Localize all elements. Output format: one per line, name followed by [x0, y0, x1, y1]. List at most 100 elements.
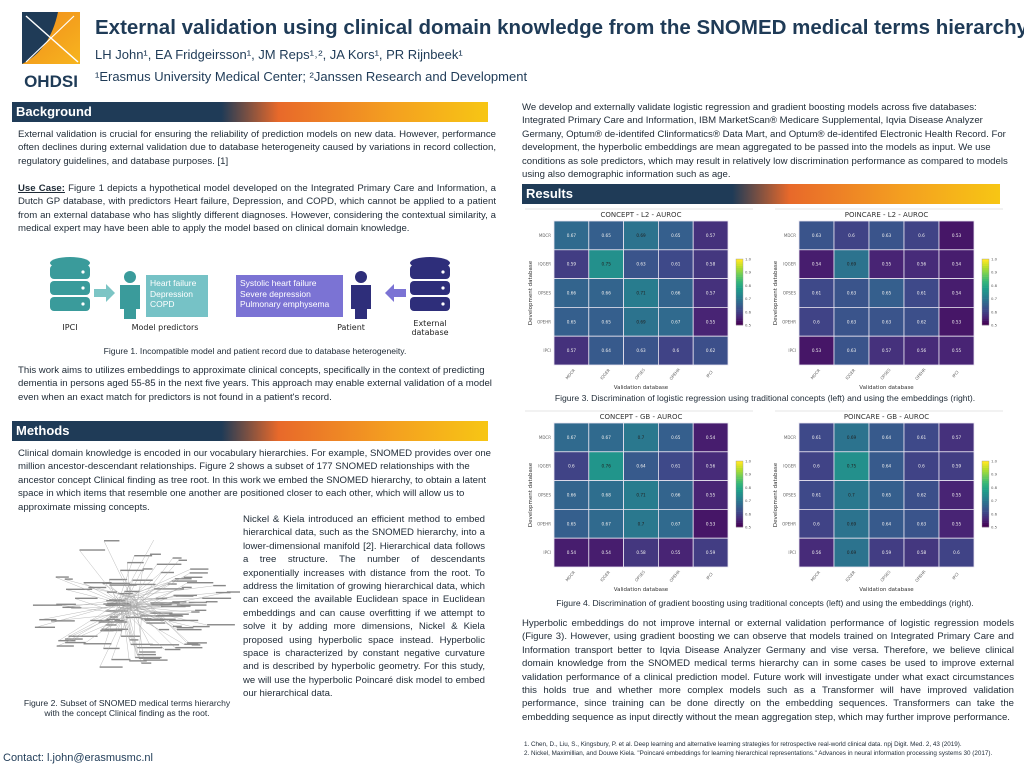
colorbar-segment [736, 463, 743, 466]
colorbar-segment [982, 483, 989, 486]
concept-node-label [160, 571, 174, 574]
heatmap-cell [938, 307, 975, 337]
cell-value: 0.63 [636, 262, 646, 267]
cell-value: 0.68 [602, 493, 612, 498]
heatmap-cell [623, 509, 659, 539]
concept-node-label [155, 597, 168, 600]
cell-value: 0.54 [812, 262, 822, 267]
concept-node-label [139, 651, 156, 653]
cell-value: 0.67 [602, 435, 612, 440]
heatmap-cell [903, 278, 940, 308]
predictor: Heart failure [150, 278, 197, 288]
colorbar-segment [982, 463, 989, 466]
y-tick-label: MDCR [784, 233, 796, 238]
cell-value: 0.63 [847, 291, 857, 296]
heatmap-cell [623, 537, 659, 568]
colorbar-segment [736, 305, 743, 308]
colorbar-segment [982, 267, 989, 271]
hierarchy-edge [109, 585, 139, 610]
aim-paragraph: This work aims to utilizes embeddings to… [18, 365, 492, 403]
colorbar-segment [736, 259, 743, 262]
background-paragraph: External validation is crucial for ensur… [18, 129, 496, 167]
colorbar-segment [736, 502, 743, 506]
colorbar-segment [736, 261, 743, 264]
heatmap-cell [868, 480, 905, 510]
cell-value: 0.62 [706, 348, 716, 353]
heatmap-cell [938, 422, 975, 453]
colorbar-segment [736, 287, 743, 291]
colorbar-tick: 1.0 [745, 459, 752, 464]
colorbar-tick: 0.9 [991, 472, 998, 477]
heatmap-cell [798, 278, 835, 308]
concept-node-label [142, 568, 153, 570]
y-tick-label: MDCR [539, 435, 551, 440]
hierarchy-edge [118, 538, 155, 605]
cell-value: 0.6 [918, 233, 925, 238]
heatmap-poincare-gb: POINCARE - GB - AUROC 0.61 0.69 0.64 0.61 0.5… [773, 410, 1003, 592]
colorbar-segment [982, 287, 989, 291]
cell-value: 0.66 [671, 493, 681, 498]
colorbar-segment [982, 461, 989, 464]
cell-value: 0.7 [638, 521, 645, 526]
concept-node-label [169, 619, 199, 622]
colorbar-segment [736, 272, 743, 275]
heatmap-cell [692, 220, 729, 251]
concept-node-label [173, 594, 197, 597]
colorbar-segment [736, 494, 743, 497]
reference: 2. Nickel, Maximillian, and Douwe Kiela.… [524, 750, 993, 757]
concept-node-label [175, 595, 194, 597]
heatmap-cell [938, 509, 975, 539]
condition: Pulmonary emphysema [240, 299, 330, 309]
heatmap-cell [588, 422, 625, 453]
cell-value: 0.61 [812, 493, 822, 498]
y-tick-label: IQGER [538, 464, 551, 469]
hierarchy-edge [56, 612, 136, 647]
affiliations: ¹Erasmus University Medical Center; ²Jan… [95, 69, 528, 84]
cell-value: 0.63 [882, 233, 892, 238]
colorbar-segment [736, 461, 743, 464]
heatmap-cell [588, 537, 625, 568]
heatmap-concept-gb: CONCEPT - GB - AUROC 0.67 0.67 0.7 0.65 0.54 0… [525, 410, 753, 592]
heatmap-cell [553, 307, 590, 337]
cell-value: 0.63 [917, 521, 927, 526]
x-axis-label: Validation database [614, 385, 669, 390]
cell-value: 0.7 [848, 493, 855, 498]
colorbar-segment [736, 513, 743, 517]
concept-node-label [134, 555, 153, 557]
colorbar-segment [982, 507, 989, 510]
caption-line: with the concept Clinical finding as the… [44, 708, 210, 718]
concept-node-label [109, 578, 128, 581]
heatmap-cell [657, 220, 694, 251]
heatmap-cell [798, 451, 835, 481]
concept-node-label [51, 620, 75, 622]
heatmap-cell [657, 307, 694, 337]
colorbar-frame [735, 258, 744, 326]
cell-value: 0.64 [882, 464, 892, 469]
heatmap-concept-l2: CONCEPT - L2 - AUROC 0.67 0.65 0.69 0.65 0.57… [525, 208, 753, 390]
concept-node-label [202, 597, 232, 599]
hierarchy-edge [128, 605, 192, 613]
colorbar-tick: 0.6 [745, 511, 752, 516]
cell-value: 0.6 [953, 550, 960, 555]
colorbar-tick: 1.0 [745, 257, 752, 262]
hierarchy-edge [142, 592, 216, 600]
concept-node-label [192, 625, 210, 628]
hierarchy-edge [139, 610, 196, 613]
colorbar-segment [982, 509, 989, 512]
hierarchy-edge [129, 601, 131, 641]
concept-node-label [115, 628, 129, 631]
cell-value: 0.61 [812, 435, 822, 440]
colorbar-segment [736, 520, 743, 523]
x-tick-label: MDCR [564, 368, 576, 381]
concept-node-label [79, 549, 106, 551]
concept-node-label [172, 557, 182, 559]
heatmap-title: CONCEPT - L2 - AUROC [601, 211, 682, 219]
concept-node-label [65, 641, 86, 644]
ohdsi-logo: OHDSI [20, 10, 82, 92]
cell-value: 0.67 [671, 319, 681, 324]
cell-value: 0.6 [813, 464, 820, 469]
concept-node-label [187, 582, 214, 584]
colorbar-segment [736, 518, 743, 521]
x-tick-label: IQGER [599, 569, 611, 582]
heatmap-cell [553, 422, 590, 453]
